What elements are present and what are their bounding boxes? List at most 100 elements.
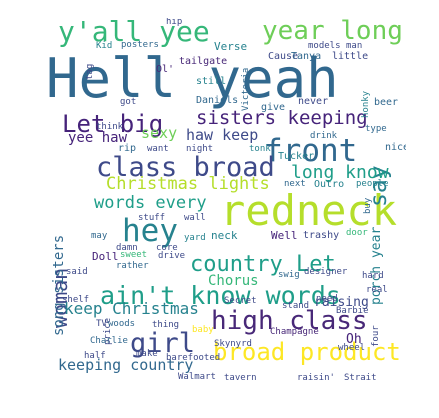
word-words-every: words every: [94, 193, 207, 213]
word-strait: Strait: [344, 373, 377, 383]
word-raising: raising: [314, 295, 369, 310]
word-song-sisters: song sisters: [51, 234, 67, 336]
word-haw-keep: haw keep: [186, 126, 259, 144]
word-hip: hip: [166, 18, 183, 27]
word-rip: rip: [118, 143, 137, 154]
word-four: four: [371, 325, 381, 347]
word-give: give: [261, 102, 286, 113]
word-next: next: [284, 179, 306, 189]
word-cloud: Hell yeah redneck ain't know words country …: [46, 18, 406, 393]
word-yard: yard: [184, 233, 206, 243]
word-ain-t-know-words: ain't know words: [100, 281, 341, 310]
word-wall: wall: [184, 213, 206, 223]
word-sweet: sweet: [120, 250, 148, 260]
word-barbie: Barbie: [336, 306, 369, 316]
word-tag: tag: [85, 63, 95, 80]
word-man: man: [346, 41, 363, 51]
word-drive: drive: [158, 251, 186, 261]
word-high-class: high class: [211, 306, 368, 336]
word-damn: damn: [116, 243, 138, 253]
word-still: still: [196, 76, 227, 87]
word-wheel: wheel: [338, 343, 366, 353]
word-shelf: shelf: [62, 295, 90, 305]
word-raisin: raisin': [297, 373, 335, 383]
word-tavern: tavern: [224, 373, 257, 383]
word-tv: TV: [96, 319, 107, 329]
word-half: half: [84, 351, 106, 361]
word-people: people: [356, 179, 389, 189]
word-chorus: Chorus: [208, 273, 259, 289]
word-y-all-yee: y'all yee: [58, 18, 210, 48]
word-think: think: [96, 122, 124, 132]
word-daniels: Daniels: [196, 95, 239, 106]
word-doll: Doll: [92, 250, 119, 263]
word-models: models: [308, 41, 341, 51]
word-keeping-country: keeping country: [58, 356, 194, 374]
word-type: type: [365, 124, 387, 134]
word-girl: girl: [130, 328, 196, 359]
word-thing: thing: [152, 320, 180, 330]
word-sexy: sexy: [141, 124, 178, 142]
word-need: need: [316, 294, 338, 304]
word-little: little: [332, 51, 369, 62]
word-hell-yeah: Hell yeah: [46, 47, 339, 110]
word-never: never: [298, 96, 329, 107]
word-year-long: year long: [262, 18, 403, 46]
word-honky: honky: [361, 90, 371, 118]
word-beer: beer: [374, 97, 399, 108]
word-tanya: Tanya: [291, 51, 322, 62]
word-yee-haw: yee haw: [68, 130, 128, 146]
word-verse: Verse: [214, 40, 248, 53]
word-rather: rather: [116, 261, 149, 271]
word-front: front: [264, 133, 358, 169]
word-make: make: [136, 349, 158, 359]
word-kid: Kid: [96, 41, 113, 51]
word-designer: designer: [304, 267, 348, 277]
word-buy: buy: [363, 197, 373, 214]
word-tonk: tonk: [249, 144, 271, 154]
word-oh: Oh: [346, 332, 362, 347]
word-christmas-lights: Christmas lights: [106, 174, 270, 194]
word-long-know: long know: [291, 162, 389, 183]
word-swig: swig: [278, 270, 300, 280]
word-baby: baby: [192, 325, 214, 335]
word-said: said: [66, 267, 88, 277]
word-trashy: trashy: [303, 230, 340, 241]
word-got: got: [120, 97, 137, 107]
word-stand: stand: [282, 301, 310, 311]
word-real: real: [366, 285, 388, 295]
word-let-big: Let big: [62, 110, 164, 138]
word-woods: woods: [108, 319, 136, 329]
word-barefooted: barefooted: [166, 353, 221, 363]
word-core: core: [156, 243, 178, 253]
word-broad-product: broad product: [213, 338, 401, 366]
word-neck: neck: [211, 229, 238, 242]
word-well: Well: [271, 229, 298, 242]
word-walmart: Walmart: [178, 372, 216, 382]
word-class-broad: class broad: [96, 152, 275, 183]
word-stuff: stuff: [138, 213, 166, 223]
word-champagne: Champagne: [270, 327, 319, 337]
word-may: may: [91, 231, 108, 241]
word-charlie: Charlie: [90, 336, 128, 346]
word-victoria: Victoria: [241, 67, 251, 111]
word-door: door: [346, 228, 368, 238]
word-nice: nice: [385, 142, 406, 153]
word-cause: Cause: [268, 51, 299, 62]
word-redneck: redneck: [220, 186, 398, 235]
word-tucker: Tucker: [278, 151, 315, 162]
word-hey: hey: [122, 213, 178, 249]
word-sisters-keeping: sisters keeping: [196, 107, 368, 129]
word-night: night: [186, 144, 214, 154]
word-drink: drink: [310, 131, 338, 141]
word-ol: Ol': [156, 64, 175, 75]
word-keep-christmas: keep Christmas: [64, 299, 199, 318]
word-secret: Secret: [224, 296, 257, 306]
word-outro: Outro: [314, 179, 345, 190]
word-country-let: country Let: [190, 252, 336, 277]
word-skynyrd: Skynyrd: [214, 339, 252, 349]
word-want: want: [147, 144, 169, 154]
word-tailgate: tailgate: [179, 56, 228, 67]
word-hard: hard: [362, 271, 384, 281]
word-posters: posters: [121, 40, 159, 50]
